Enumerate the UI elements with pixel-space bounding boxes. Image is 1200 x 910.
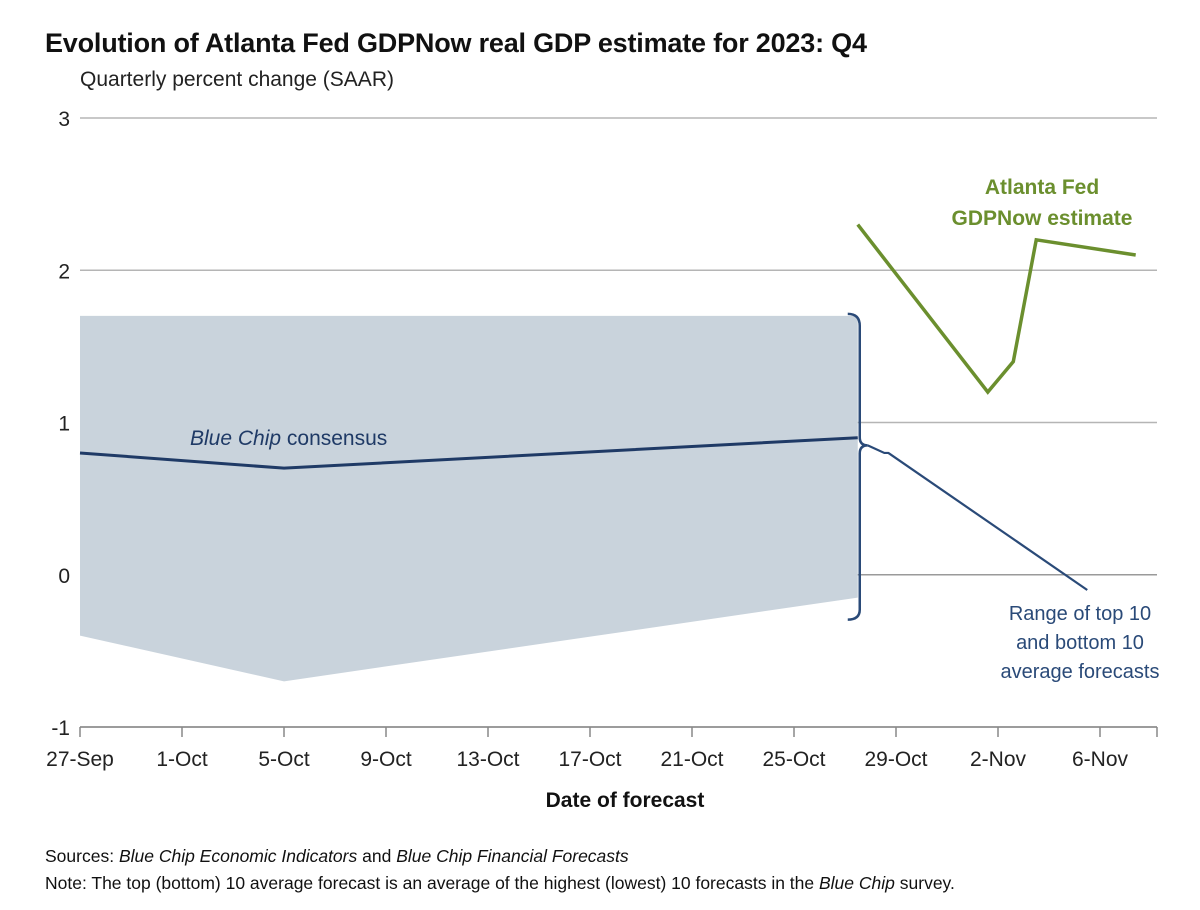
note-text-2: survey.	[894, 873, 955, 893]
label-layer: Atlanta Fed GDPNow estimate Blue Chip cons…	[190, 176, 1159, 683]
x-tick-label: 29-Oct	[864, 748, 927, 771]
x-tick-label: 27-Sep	[46, 748, 114, 771]
gdpnow-annotation-line2: GDPNow estimate	[952, 207, 1133, 230]
chart-notes: Sources: Blue Chip Economic Indicators a…	[45, 843, 955, 897]
sources-title-1: Blue Chip Economic Indicators	[118, 846, 358, 866]
consensus-line	[79, 436, 858, 470]
x-tick-label: 21-Oct	[660, 748, 723, 771]
sources-title-2: Blue Chip Financial Forecasts	[396, 846, 629, 866]
x-axis-label: Date of forecast	[546, 789, 705, 812]
note-line: Note: The top (bottom) 10 average foreca…	[45, 870, 955, 897]
sources-line: Sources: Blue Chip Economic Indicators a…	[45, 843, 955, 870]
x-tick-label: 9-Oct	[360, 748, 412, 771]
note-text-1: : The top (bottom) 10 average forecast i…	[81, 873, 819, 893]
range-annotation-line1: Range of top 10	[1009, 603, 1151, 625]
x-tick-label: 17-Oct	[558, 748, 621, 771]
gdpnow-annotation-line1: Atlanta Fed	[985, 176, 1099, 199]
sources-and: and	[357, 846, 397, 866]
chart-title: Evolution of Atlanta Fed GDPNow real GDP…	[45, 28, 867, 58]
area-layer	[80, 315, 858, 682]
x-tick-label: 5-Oct	[258, 748, 310, 771]
forecast-range-area	[80, 315, 858, 682]
y-tick-label: 1	[58, 413, 70, 436]
chart-subtitle: Quarterly percent change (SAAR)	[80, 68, 394, 91]
range-annotation-line3: average forecasts	[1001, 661, 1160, 683]
x-tick-label: 6-Nov	[1072, 748, 1129, 771]
note-label: Note	[45, 873, 82, 893]
y-tick-label: -1	[51, 717, 70, 740]
sources-label: Sources:	[45, 846, 115, 866]
consensus-annotation: Blue Chip consensus	[190, 427, 387, 450]
x-tick-label: 1-Oct	[156, 748, 208, 771]
range-callout-line	[867, 444, 1088, 591]
y-tick-label: 3	[58, 108, 70, 131]
gdpnow-line	[856, 223, 1136, 395]
y-tick-label: 2	[58, 260, 70, 283]
y-tick-label: 0	[58, 565, 70, 588]
axis-layer: 3 2 1 0 -1 27-Sep 1-Oct 5-Oct 9-Oct 13-Oct 17-Oct 2…	[46, 108, 1158, 812]
range-annotation-line2: and bottom 10	[1016, 632, 1144, 654]
x-tick-label: 13-Oct	[456, 748, 519, 771]
consensus-annotation-rest: consensus	[281, 427, 387, 450]
consensus-annotation-italic: Blue Chip	[190, 427, 281, 450]
line-layer	[79, 223, 1136, 621]
range-bracket	[847, 312, 868, 621]
note-italic: Blue Chip	[819, 873, 895, 893]
x-tick-label: 2-Nov	[970, 748, 1027, 771]
x-tick-label: 25-Oct	[762, 748, 825, 771]
chart-plot: 3 2 1 0 -1 27-Sep 1-Oct 5-Oct 9-Oct 13-Oct 17-Oct 2…	[46, 108, 1159, 812]
